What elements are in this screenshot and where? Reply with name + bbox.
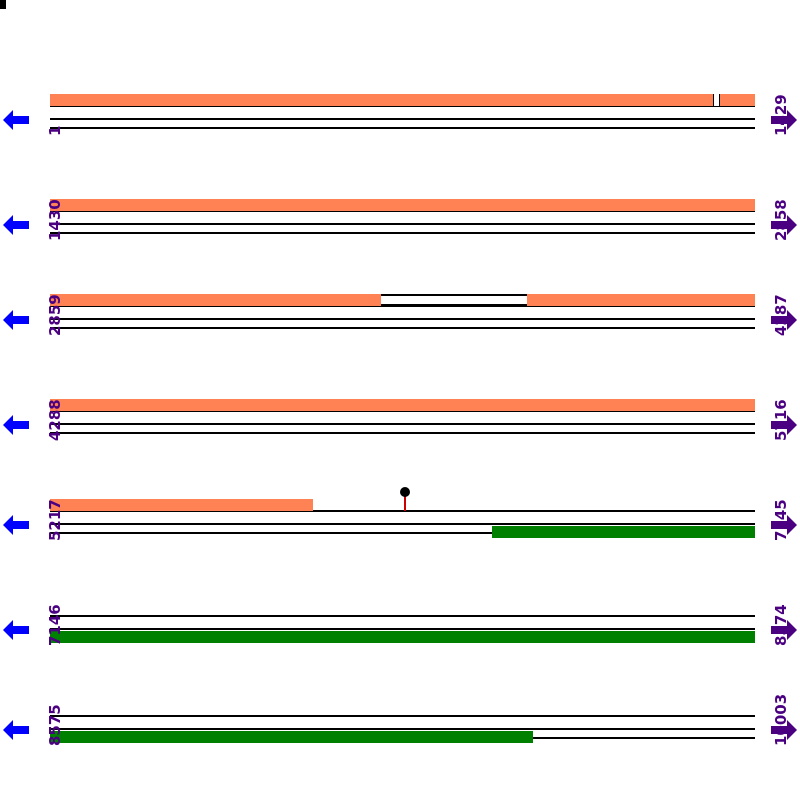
corner-artifact-mark [0, 0, 6, 9]
arrow-right-icon[interactable] [770, 413, 798, 437]
end-coordinate-label: 7145 [772, 499, 790, 541]
track-line [50, 715, 755, 717]
intron-gap[interactable] [381, 294, 527, 306]
start-coordinate-label: 5217 [46, 499, 64, 541]
track-line [50, 232, 755, 234]
orange-feature[interactable] [50, 399, 755, 411]
arrow-left-icon[interactable] [2, 718, 30, 742]
orange-feature[interactable] [50, 94, 755, 106]
track-line [50, 510, 755, 512]
arrow-left-icon[interactable] [2, 308, 30, 332]
green-feature[interactable] [50, 631, 755, 643]
track-line [50, 523, 755, 525]
start-coordinate-label: 7146 [46, 604, 64, 646]
feature-gap-notch [713, 94, 720, 106]
track-line [50, 728, 755, 730]
alignment-row: 5217 7145 [0, 485, 800, 555]
track-line [50, 210, 755, 212]
track-line [50, 423, 755, 425]
start-coordinate-label: 1 [46, 125, 64, 136]
arrow-left-icon[interactable] [2, 513, 30, 537]
track-line [50, 305, 755, 307]
start-coordinate-label: 2859 [46, 294, 64, 336]
arrow-right-icon[interactable] [770, 718, 798, 742]
track-line [50, 105, 755, 107]
alignment-row: 1430 2858 [0, 185, 800, 255]
green-feature[interactable] [50, 731, 533, 743]
track-line [50, 532, 755, 534]
track-line [50, 223, 755, 225]
track-line [50, 432, 755, 434]
green-feature[interactable] [492, 526, 755, 538]
end-coordinate-label: 4287 [772, 294, 790, 336]
end-coordinate-label: 5716 [772, 399, 790, 441]
alignment-row: 7146 8574 [0, 590, 800, 660]
track-line [50, 628, 755, 630]
pin-marker-icon[interactable] [400, 487, 410, 511]
orange-feature-left[interactable] [50, 294, 381, 306]
arrow-right-icon[interactable] [770, 108, 798, 132]
end-coordinate-label: 2858 [772, 199, 790, 241]
orange-feature[interactable] [50, 499, 313, 511]
pin-head [400, 487, 410, 497]
end-coordinate-label: 10003 [772, 693, 790, 746]
arrow-left-icon[interactable] [2, 108, 30, 132]
track-line [50, 327, 755, 329]
orange-feature-right[interactable] [527, 294, 755, 306]
arrow-right-icon[interactable] [770, 308, 798, 332]
alignment-row: 2859 4287 [0, 280, 800, 350]
end-coordinate-label: 1429 [772, 94, 790, 136]
arrow-left-icon[interactable] [2, 213, 30, 237]
track-line [50, 127, 755, 129]
arrow-right-icon[interactable] [770, 618, 798, 642]
track-line [50, 410, 755, 412]
alignment-row: 1 1429 [0, 80, 800, 150]
start-coordinate-label: 4288 [46, 399, 64, 441]
start-coordinate-label: 8575 [46, 704, 64, 746]
orange-feature[interactable] [50, 199, 755, 211]
arrow-right-icon[interactable] [770, 213, 798, 237]
end-coordinate-label: 8574 [772, 604, 790, 646]
alignment-row: 8575 10003 [0, 690, 800, 760]
start-coordinate-label: 1430 [46, 199, 64, 241]
track-line [50, 318, 755, 320]
alignment-row: 4288 5716 [0, 385, 800, 455]
arrow-left-icon[interactable] [2, 413, 30, 437]
track-line [50, 615, 755, 617]
arrow-right-icon[interactable] [770, 513, 798, 537]
arrow-left-icon[interactable] [2, 618, 30, 642]
track-line [50, 118, 755, 120]
pin-stem [404, 495, 406, 511]
